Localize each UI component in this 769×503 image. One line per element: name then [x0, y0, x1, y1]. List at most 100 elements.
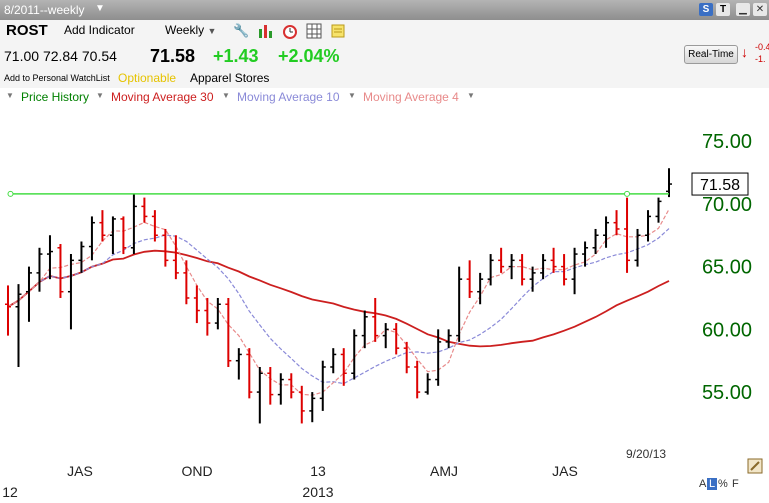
ohlc-bar — [529, 266, 536, 292]
last-price: 71.58 — [150, 46, 196, 66]
ohlc-bar — [340, 348, 347, 386]
scale-percent-toggle[interactable]: % — [718, 478, 728, 490]
trendline-handle — [7, 190, 14, 197]
ohlc-bar — [225, 297, 232, 367]
grid-icon[interactable] — [306, 23, 322, 39]
x-tick-label: JAS — [67, 463, 93, 479]
minimize-icon[interactable]: ▁ — [736, 3, 750, 16]
ohlc-bar — [235, 348, 242, 380]
s-badge[interactable]: S — [699, 3, 713, 16]
ohlc-bar — [666, 168, 672, 198]
ohlc-bar — [624, 197, 631, 273]
chevron-down-icon[interactable]: ▼ — [96, 91, 104, 100]
chevron-down-icon[interactable]: ▼ — [6, 91, 14, 100]
y-tick-label: 70.00 — [702, 194, 752, 216]
period-label: Weekly — [165, 23, 205, 37]
moving-average-4-line — [7, 209, 670, 396]
ohlc-bar — [382, 323, 389, 349]
x-tick-label: 2013 — [302, 484, 333, 500]
ohlc-bar — [67, 254, 74, 330]
note-icon[interactable] — [330, 23, 346, 39]
industry-label[interactable]: Apparel Stores — [190, 71, 270, 85]
ohlc-bar — [435, 329, 442, 386]
ohlc-bar — [466, 260, 473, 298]
ohlc-bar — [204, 297, 211, 336]
y-tick-label: 60.00 — [702, 319, 752, 341]
y-tick-label: 65.00 — [702, 257, 752, 279]
ohlc-bar — [162, 228, 169, 267]
ohlc-bar — [309, 392, 316, 423]
legend-moving-average-30[interactable]: Moving Average 30 — [111, 90, 214, 104]
ohlc-bar — [403, 341, 410, 374]
ohlc-bar — [57, 244, 64, 298]
t-badge[interactable]: T — [716, 3, 730, 16]
last-price-marker: 71.58 — [691, 172, 749, 196]
add-to-watchlist-link[interactable]: Add to Personal WatchList — [4, 73, 110, 83]
ohlc-bar — [130, 193, 137, 255]
chevron-down-icon[interactable]: ▼ — [467, 91, 475, 100]
x-tick-label: 12 — [2, 484, 18, 500]
ohlc-bar — [246, 348, 253, 399]
title-bar: 8/2011--weekly ▼ S T ▁ ✕ — [0, 0, 769, 20]
ohlc-bar — [120, 216, 127, 255]
ohlc-bar — [109, 216, 116, 255]
date-range-label[interactable]: 8/2011--weekly — [4, 3, 85, 17]
ohlc-bar — [298, 385, 305, 424]
ohlc-bar — [88, 216, 95, 261]
ohlc-bar — [141, 197, 148, 223]
ohlc-bar — [15, 284, 22, 367]
legend-moving-average-4[interactable]: Moving Average 4 — [363, 90, 459, 104]
ohlc-bar — [477, 272, 484, 305]
ohl-values: 71.00 72.84 70.54 — [4, 48, 117, 64]
close-icon[interactable]: ✕ — [753, 3, 767, 16]
alarm-clock-icon[interactable] — [282, 23, 298, 39]
period-select[interactable]: Weekly ▼ — [165, 23, 216, 37]
legend-moving-average-10[interactable]: Moving Average 10 — [237, 90, 340, 104]
ohlc-bar — [151, 210, 158, 242]
scale-f-toggle[interactable]: F — [732, 478, 739, 490]
ohlc-bar — [172, 235, 179, 280]
ohlc-bar — [5, 285, 11, 336]
ohlc-bar — [99, 210, 106, 242]
real-time-button[interactable]: Real-Time — [684, 45, 738, 64]
bar-chart-icon[interactable] — [258, 23, 274, 39]
ohlc-bar — [25, 266, 32, 322]
ohlc-bar — [645, 210, 652, 242]
chevron-down-icon[interactable]: ▼ — [222, 91, 230, 100]
ma4-polyline — [7, 209, 670, 396]
toolbar: ROST Add Indicator Weekly ▼ 🔧 — [0, 20, 769, 44]
low-value: 70.54 — [81, 48, 117, 64]
ohlc-bar — [487, 254, 494, 286]
ohlc-bar — [655, 197, 662, 223]
wrench-icon[interactable]: 🔧 — [233, 23, 250, 38]
chevron-down-icon[interactable]: ▼ — [348, 91, 356, 100]
trendline[interactable] — [7, 190, 669, 197]
y-tick-label: 55.00 — [702, 382, 752, 404]
add-indicator-button[interactable]: Add Indicator — [64, 23, 135, 37]
last-date-label: 9/20/13 — [626, 447, 667, 461]
down-arrow-icon: ↓ — [741, 44, 748, 60]
ohlc-bar — [46, 235, 53, 280]
optionable-label: Optionable — [118, 71, 177, 85]
legend-price-history[interactable]: Price History — [21, 90, 90, 104]
pencil-icon[interactable] — [747, 458, 763, 477]
ohlc-bar — [519, 254, 526, 286]
ohlc-bar — [288, 373, 295, 399]
x-tick-label: JAS — [552, 463, 578, 479]
price-change: +1.43 — [213, 46, 259, 66]
ohlc-bar — [393, 323, 400, 355]
ohlc-bar — [424, 373, 431, 395]
ticker-symbol[interactable]: ROST — [6, 22, 48, 39]
ohlc-bar — [330, 348, 337, 374]
chevron-down-icon[interactable]: ▼ — [95, 3, 105, 14]
realtime-change-1: -0.4 — [755, 42, 769, 52]
scale-log-toggle[interactable]: L — [707, 478, 718, 490]
ohlc-bar — [36, 247, 43, 292]
scale-a-toggle[interactable]: A — [699, 478, 707, 490]
moving-average-10-line — [7, 228, 670, 385]
last-price-label: 71.58 — [700, 177, 740, 194]
ohlc-bar — [319, 360, 326, 411]
ohlc-bar — [414, 360, 421, 399]
ohlc-bar — [498, 247, 505, 273]
